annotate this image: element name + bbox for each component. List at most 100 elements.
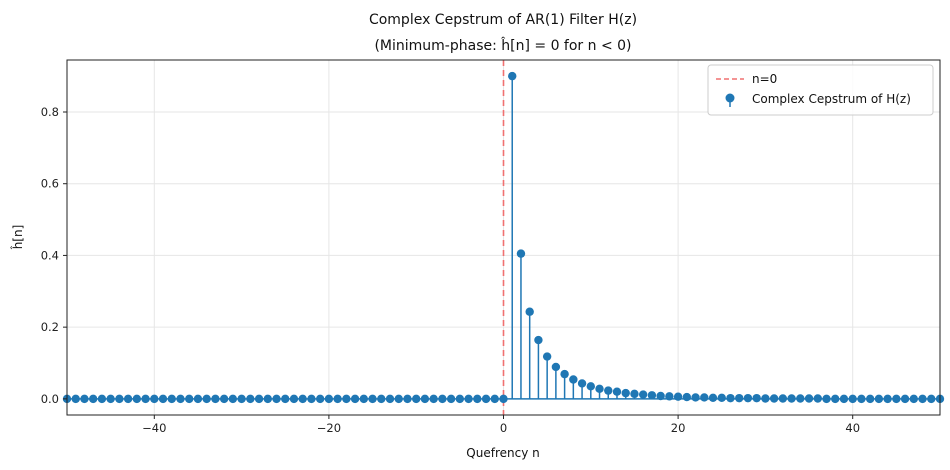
stem-marker — [665, 392, 674, 401]
stem-marker — [673, 392, 683, 401]
stem-marker — [778, 394, 788, 403]
stem-marker — [246, 394, 255, 404]
x-tick-label: 20 — [671, 421, 686, 435]
stem-marker — [228, 394, 238, 404]
stem-marker — [621, 388, 630, 398]
stem-marker — [385, 394, 395, 404]
stem-marker — [787, 394, 796, 403]
stem-marker — [298, 394, 307, 404]
stem-marker — [167, 394, 176, 404]
stem-marker — [88, 394, 98, 404]
stem-marker — [455, 394, 465, 404]
axis-ticks: −40 −20 0 20 40 0.0 0.2 0.4 0.6 0.8 — [41, 105, 860, 435]
stem-marker — [630, 389, 639, 399]
stem-marker — [647, 391, 657, 400]
chart-title: Complex Cepstrum of AR(1) Filter H(z) — [369, 12, 637, 28]
stem-marker — [918, 394, 927, 404]
y-tick-label: 0.8 — [41, 105, 59, 119]
stem-marker — [508, 71, 517, 81]
stem-marker — [883, 394, 892, 404]
stem-marker — [307, 394, 316, 404]
stem-marker — [403, 394, 412, 404]
chart-subtitle: (Minimum-phase: ĥ[n] = 0 for n < 0) — [374, 36, 631, 54]
stem-marker — [237, 394, 246, 404]
stem-marker — [324, 394, 334, 404]
stem-marker — [909, 394, 919, 404]
stem-marker — [499, 394, 508, 404]
stem-marker — [604, 386, 613, 395]
stem-marker — [551, 362, 561, 372]
stem-marker — [516, 249, 526, 258]
stem-marker — [97, 394, 107, 404]
stem-marker — [473, 394, 482, 404]
stem-marker — [534, 335, 543, 345]
stem-marker — [595, 384, 604, 394]
stem-marker — [123, 394, 133, 404]
stem-marker — [490, 394, 499, 404]
stem-marker — [272, 394, 281, 404]
stem-marker — [752, 393, 761, 403]
stem-marker — [612, 387, 622, 396]
stem-marker — [892, 394, 901, 404]
legend-reference-label: n=0 — [752, 72, 777, 86]
y-tick-label: 0.4 — [41, 248, 59, 262]
legend-series-label: Complex Cepstrum of H(z) — [752, 92, 911, 106]
stem-marker — [263, 394, 272, 404]
stem-marker — [796, 394, 805, 403]
legend-box — [707, 64, 934, 116]
stem-marker — [368, 394, 377, 404]
stem-marker — [735, 393, 744, 403]
stem-marker — [761, 394, 770, 403]
stem-marker — [185, 394, 194, 404]
stem-marker — [900, 394, 910, 404]
y-tick-label: 0.0 — [41, 392, 59, 406]
stem-marker — [394, 394, 403, 404]
y-axis-label: ĥ[n] — [10, 225, 25, 251]
x-tick-label: −20 — [317, 421, 341, 435]
stem-marker — [525, 307, 534, 316]
stem-marker — [682, 392, 692, 402]
stem-marker — [464, 394, 473, 404]
plot-frame — [66, 59, 941, 416]
stem-marker — [857, 394, 866, 404]
stem-marker — [219, 394, 229, 404]
y-tick-label: 0.2 — [41, 320, 59, 334]
legend: n=0 Complex Cepstrum of H(z) — [707, 64, 934, 116]
stem-marker — [927, 394, 936, 404]
stem-marker — [691, 393, 700, 402]
stem-marker — [71, 394, 80, 404]
stem-marker — [80, 394, 89, 404]
x-axis-label: Quefrency n — [466, 446, 539, 460]
stem-marker — [839, 394, 849, 404]
y-tick-label: 0.6 — [41, 177, 59, 191]
stem-marker — [638, 390, 648, 399]
stem-marker — [743, 393, 753, 403]
stem-marker — [822, 394, 831, 404]
stem-marker — [717, 393, 726, 402]
stem-marker — [106, 394, 115, 404]
stem-marker — [438, 394, 447, 404]
stem-marker — [141, 394, 150, 404]
stem-marker — [831, 394, 840, 404]
stem-marker — [202, 394, 211, 404]
stem-marker — [289, 394, 299, 404]
stem-marker — [281, 394, 290, 404]
stem-marker — [193, 394, 203, 404]
stem-marker — [377, 394, 386, 404]
stem-marker — [333, 394, 342, 404]
stem-marker — [700, 393, 709, 402]
stem-marker — [342, 394, 351, 404]
stem-marker — [429, 394, 438, 404]
stem-marker — [804, 394, 814, 403]
stem-marker — [708, 393, 718, 402]
stem-marker — [726, 393, 735, 403]
stem-marker — [446, 394, 456, 404]
x-tick-label: 0 — [500, 421, 507, 435]
stem-marker — [577, 379, 587, 388]
x-tick-label: −40 — [142, 421, 166, 435]
stem-marker — [350, 394, 360, 404]
stem-marker — [150, 394, 159, 404]
stem-marker — [874, 394, 884, 404]
stem-marker — [420, 394, 430, 404]
stem-marker — [813, 394, 822, 403]
